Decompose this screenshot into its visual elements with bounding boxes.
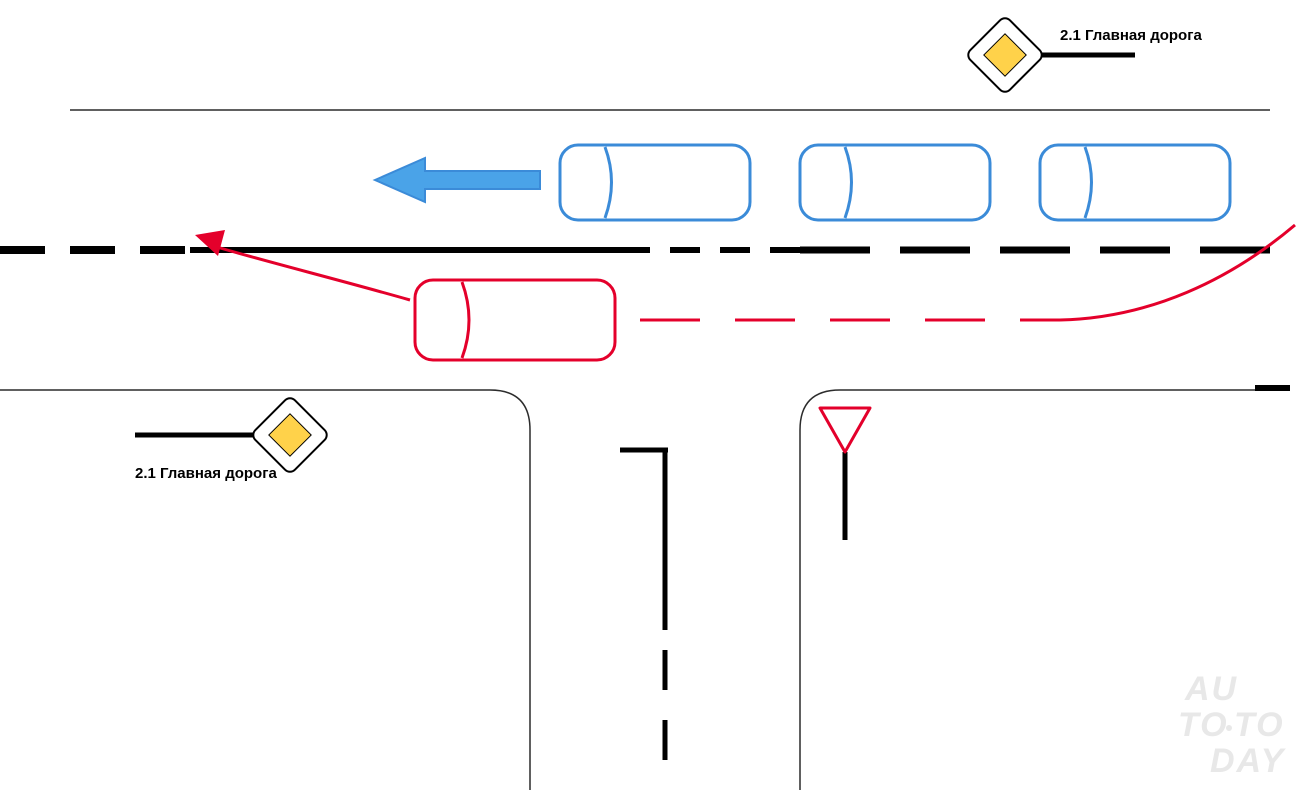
blue-cars-group	[560, 145, 1230, 220]
red-car	[415, 280, 615, 360]
yield-sign	[820, 408, 870, 540]
priority-sign-bottom	[135, 395, 330, 474]
wm-line-2b: TO	[1234, 706, 1285, 744]
blue-car-2	[800, 145, 990, 220]
road-diagram: AU TO TO DAY	[0, 0, 1300, 790]
blue-car-1	[560, 145, 750, 220]
blue-direction-arrow	[375, 158, 540, 202]
red-path-curve-right	[1060, 225, 1295, 320]
priority-label-top: 2.1 Главная дорога	[1060, 27, 1202, 44]
priority-label-bottom: 2.1 Главная дорога	[135, 465, 277, 482]
wm-dot	[1226, 725, 1232, 731]
blue-car-3	[1040, 145, 1230, 220]
watermark: AU TO TO DAY	[1178, 670, 1287, 780]
red-path-curve-left	[210, 245, 410, 300]
wm-line-1: AU	[1184, 670, 1238, 708]
wm-line-3: DAY	[1210, 742, 1287, 780]
wm-line-2a: TO	[1178, 706, 1229, 744]
red-trajectory	[195, 225, 1295, 320]
